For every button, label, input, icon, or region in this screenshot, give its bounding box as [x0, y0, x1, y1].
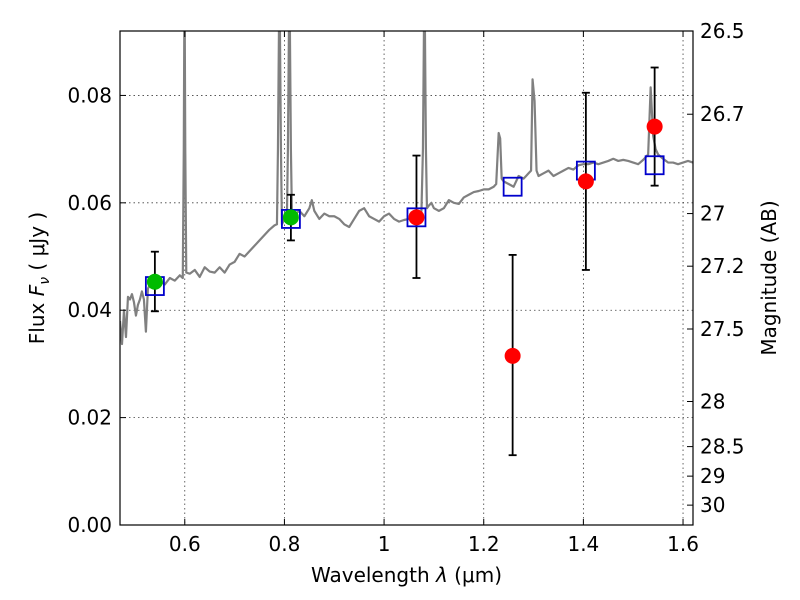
observed-point: [282, 209, 299, 226]
x-tick-label: 0.8: [269, 532, 301, 556]
model-square: [502, 176, 523, 197]
right-tick-label: 26.5: [700, 19, 745, 43]
right-tick-label: 28.5: [700, 435, 745, 459]
y-tick-label: 0.00: [67, 513, 112, 537]
right-tick-label: 26.7: [700, 102, 745, 126]
x-axis-label: Wavelength λ (μm): [311, 563, 502, 587]
x-tick-label: 1.2: [468, 532, 500, 556]
x-tick-label: 1.4: [567, 532, 599, 556]
model-spectrum-line: [120, 31, 693, 346]
y-tick-label: 0.02: [67, 406, 112, 430]
right-tick-label: 30: [700, 493, 725, 517]
model-square: [644, 155, 665, 176]
y-tick-label: 0.06: [67, 191, 112, 215]
x-tick-label: 1.6: [667, 532, 699, 556]
x-tick-label: 1: [378, 532, 391, 556]
y-axis-label: Flux Fν ( μJy ): [25, 212, 53, 344]
model-square: [406, 207, 427, 228]
observed-point: [577, 173, 594, 190]
axis-labels: 0.6 0.8 1 1.2 1.4 1.6 0.00 0.02 0.04 0.06 0.08 26.5…: [25, 19, 781, 587]
axis-ticks: [120, 30, 693, 526]
data-series: [120, 31, 693, 346]
plot-background: [120, 31, 693, 525]
observed-point: [646, 118, 663, 135]
observed-point: [504, 347, 521, 364]
observed-point: [146, 273, 163, 290]
plot-frame: [119, 30, 694, 526]
right-tick-label: 27: [700, 202, 725, 226]
right-tick-label: 27.5: [700, 317, 745, 341]
y-tick-label: 0.08: [67, 83, 112, 107]
y-tick-label: 0.04: [67, 298, 112, 322]
right-axis-label: Magnitude (AB): [757, 200, 781, 355]
points: [144, 118, 665, 364]
x-tick-label: 0.6: [169, 532, 201, 556]
right-tick-label: 28: [700, 390, 725, 414]
right-tick-label: 27.2: [700, 254, 745, 278]
right-tick-label: 29: [700, 464, 725, 488]
observed-point: [408, 209, 425, 226]
